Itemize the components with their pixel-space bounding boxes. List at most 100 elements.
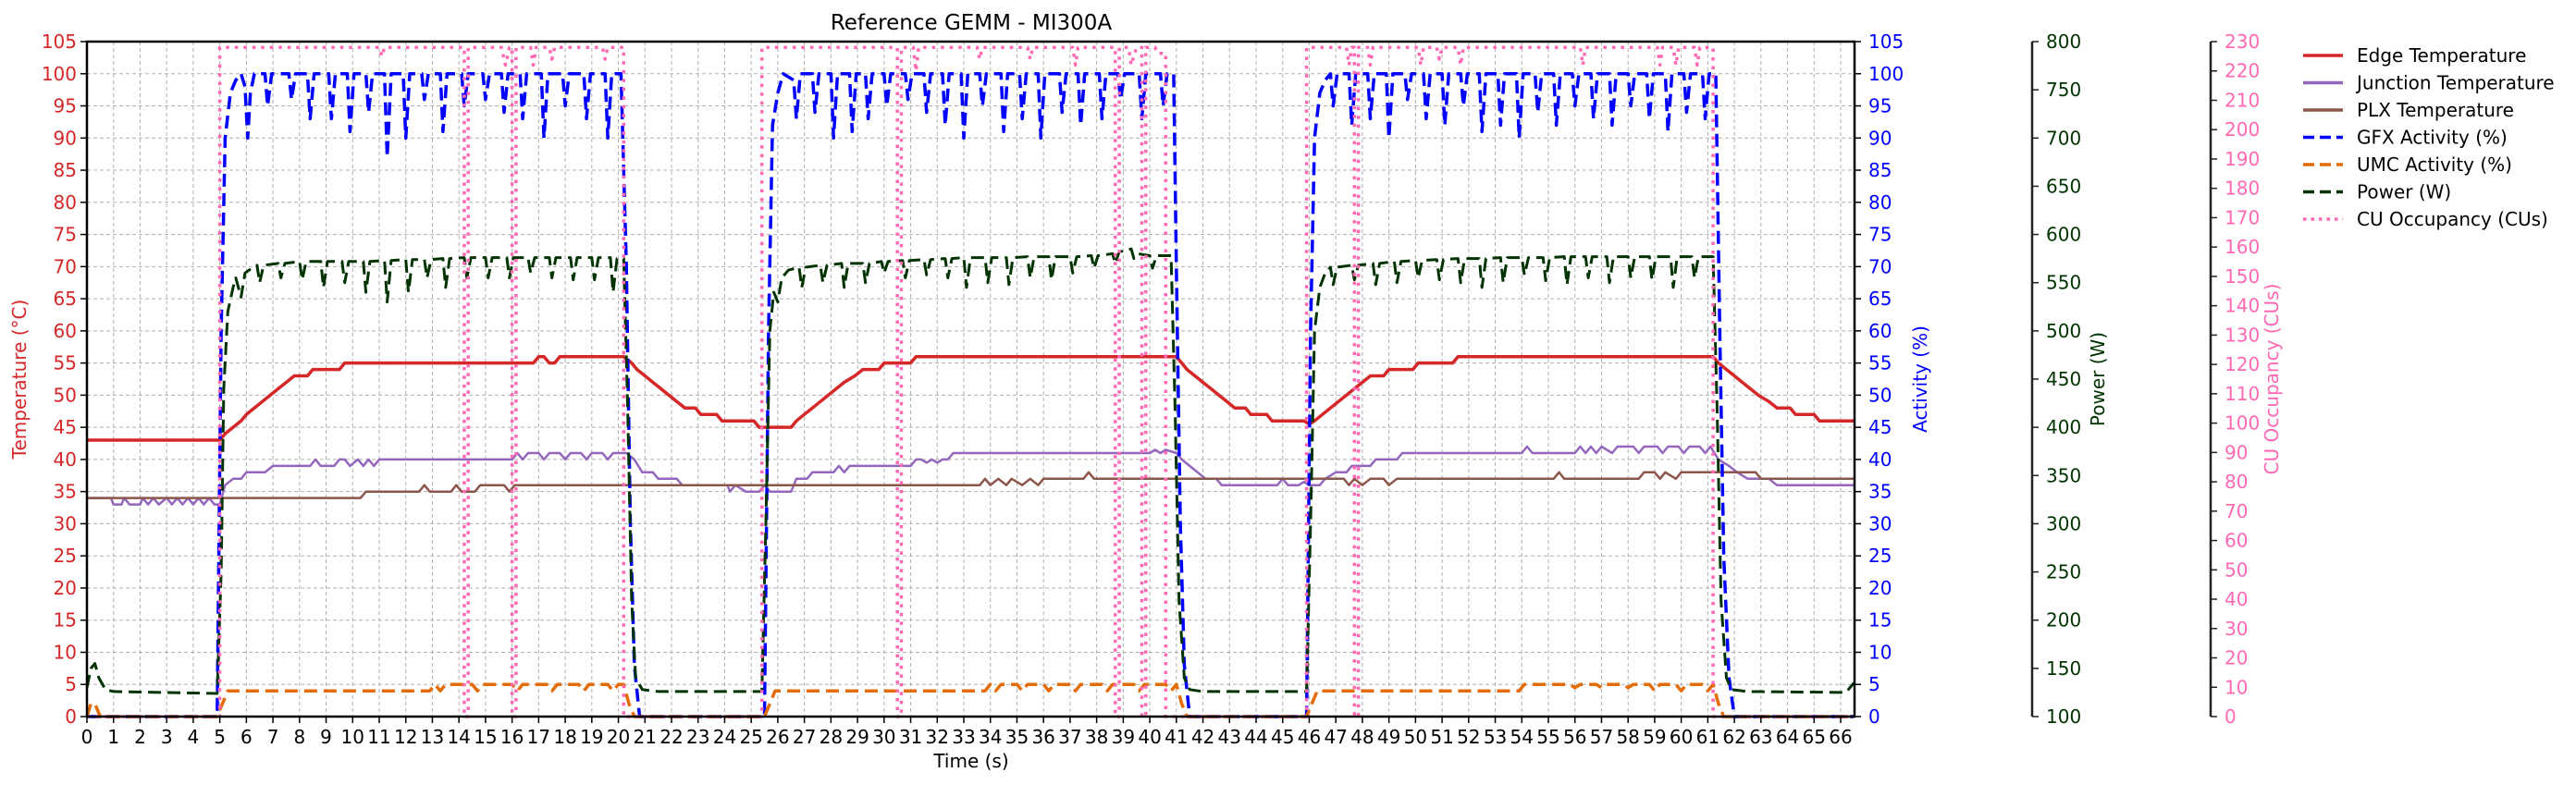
x-tick-label: 21 xyxy=(634,726,657,748)
activity-tick-label: 10 xyxy=(1868,641,1892,663)
x-tick-label: 5 xyxy=(214,726,226,748)
x-tick-label: 55 xyxy=(1536,726,1559,748)
x-tick-label: 16 xyxy=(500,726,524,748)
activity-tick-label: 90 xyxy=(1868,127,1892,149)
cu-tick-label: 90 xyxy=(2225,441,2248,463)
x-tick-label: 65 xyxy=(1803,726,1826,748)
legend-item: CU Occupancy (CUs) xyxy=(2303,208,2548,230)
legend-item: Edge Temperature xyxy=(2303,44,2526,67)
x-tick-label: 63 xyxy=(1749,726,1772,748)
axes: 0 1 2 3 4 5 6 7 8 9 10 11 12 13 14 15 16 17 18 19 20 21 22 23 24… xyxy=(8,31,2283,748)
x-tick-label: 22 xyxy=(659,726,683,748)
activity-tick-label: 30 xyxy=(1868,512,1892,534)
x-tick-label: 46 xyxy=(1298,726,1321,748)
x-tick-label: 56 xyxy=(1563,726,1586,748)
activity-tick-label: 15 xyxy=(1868,609,1892,632)
power-tick-label: 150 xyxy=(2046,657,2081,680)
x-tick-label: 19 xyxy=(580,726,603,748)
cu-tick-label: 210 xyxy=(2225,89,2260,111)
activity-tick-label: 100 xyxy=(1868,63,1904,85)
series-cu-occupancy-cus xyxy=(87,45,1855,718)
activity-axis-label: Activity (%) xyxy=(1909,325,1931,433)
temp-tick-label: 0 xyxy=(65,705,77,728)
x-tick-label: 52 xyxy=(1457,726,1480,748)
x-tick-label: 48 xyxy=(1350,726,1374,748)
legend-label: PLX Temperature xyxy=(2357,99,2514,121)
cu-tick-label: 100 xyxy=(2225,412,2260,435)
activity-tick-label: 50 xyxy=(1868,384,1892,406)
power-tick-label: 700 xyxy=(2046,127,2081,149)
x-tick-label: 31 xyxy=(899,726,922,748)
chart-title: Reference GEMM - MI300A xyxy=(831,11,1113,35)
legend-item: UMC Activity (%) xyxy=(2303,153,2512,176)
grid-lines xyxy=(86,41,1855,718)
cu-tick-label: 220 xyxy=(2225,60,2260,82)
x-tick-label: 30 xyxy=(872,726,895,748)
x-tick-label: 58 xyxy=(1616,726,1639,748)
temp-tick-label: 45 xyxy=(54,416,77,438)
temp-tick-label: 5 xyxy=(65,673,77,695)
cu-tick-label: 120 xyxy=(2225,353,2260,375)
activity-tick-label: 85 xyxy=(1868,159,1892,181)
series-power-w xyxy=(85,247,1855,695)
x-tick-label: 66 xyxy=(1829,726,1852,748)
legend-label: GFX Activity (%) xyxy=(2357,127,2508,149)
activity-tick-label: 75 xyxy=(1868,224,1892,246)
temp-tick-label: 105 xyxy=(42,31,77,53)
cu-tick-label: 70 xyxy=(2225,500,2248,522)
temperature-axis-label: Temperature (°C) xyxy=(8,300,31,460)
activity-tick-label: 35 xyxy=(1868,481,1892,503)
legend-label: Junction Temperature xyxy=(2355,72,2555,94)
temp-tick-label: 40 xyxy=(54,448,77,471)
temp-tick-label: 10 xyxy=(54,641,77,663)
x-tick-label: 45 xyxy=(1271,726,1294,748)
x-tick-label: 6 xyxy=(240,726,253,748)
x-tick-label: 14 xyxy=(447,726,470,748)
activity-tick-label: 65 xyxy=(1868,288,1892,310)
x-tick-label: 59 xyxy=(1643,726,1666,748)
x-tick-label: 26 xyxy=(766,726,789,748)
x-tick-label: 20 xyxy=(607,726,630,748)
temp-tick-label: 85 xyxy=(54,159,77,181)
series-plx-temperature xyxy=(87,471,1855,499)
x-tick-label: 11 xyxy=(367,726,390,748)
x-tick-label: 17 xyxy=(527,726,550,748)
legend-item: Junction Temperature xyxy=(2303,72,2555,94)
cu-tick-label: 60 xyxy=(2225,530,2248,552)
cu-tick-label: 20 xyxy=(2225,647,2248,669)
activity-tick-label: 55 xyxy=(1868,352,1892,374)
x-tick-label: 24 xyxy=(713,726,736,748)
activity-tick-label: 40 xyxy=(1868,448,1892,471)
cu-tick-label: 160 xyxy=(2225,236,2260,258)
x-tick-label: 36 xyxy=(1031,726,1054,748)
x-tick-label: 9 xyxy=(320,726,332,748)
temp-tick-label: 55 xyxy=(54,352,77,374)
activity-tick-label: 95 xyxy=(1868,95,1892,117)
temp-tick-label: 25 xyxy=(54,545,77,567)
cu-tick-label: 30 xyxy=(2225,618,2248,640)
x-tick-label: 29 xyxy=(845,726,869,748)
x-tick-label: 44 xyxy=(1244,726,1267,748)
temp-tick-label: 50 xyxy=(54,384,77,406)
power-tick-label: 350 xyxy=(2046,464,2081,486)
plot-series xyxy=(85,45,1855,718)
x-tick-label: 32 xyxy=(926,726,949,748)
temp-tick-label: 15 xyxy=(54,609,77,632)
x-tick-label: 60 xyxy=(1670,726,1693,748)
x-tick-label: 33 xyxy=(952,726,975,748)
temp-tick-label: 90 xyxy=(54,127,77,149)
cu-tick-label: 110 xyxy=(2225,383,2260,405)
temp-tick-label: 95 xyxy=(54,95,77,117)
activity-tick-label: 5 xyxy=(1868,673,1880,695)
x-tick-label: 0 xyxy=(81,726,93,748)
cu-tick-label: 180 xyxy=(2225,178,2260,200)
x-tick-label: 53 xyxy=(1484,726,1507,748)
x-tick-label: 23 xyxy=(686,726,709,748)
x-tick-label: 40 xyxy=(1138,726,1161,748)
x-tick-label: 12 xyxy=(394,726,417,748)
temp-tick-label: 60 xyxy=(54,320,77,342)
power-tick-label: 200 xyxy=(2046,609,2081,632)
temp-tick-label: 35 xyxy=(54,481,77,503)
x-tick-label: 54 xyxy=(1510,726,1534,748)
x-tick-label: 2 xyxy=(134,726,146,748)
